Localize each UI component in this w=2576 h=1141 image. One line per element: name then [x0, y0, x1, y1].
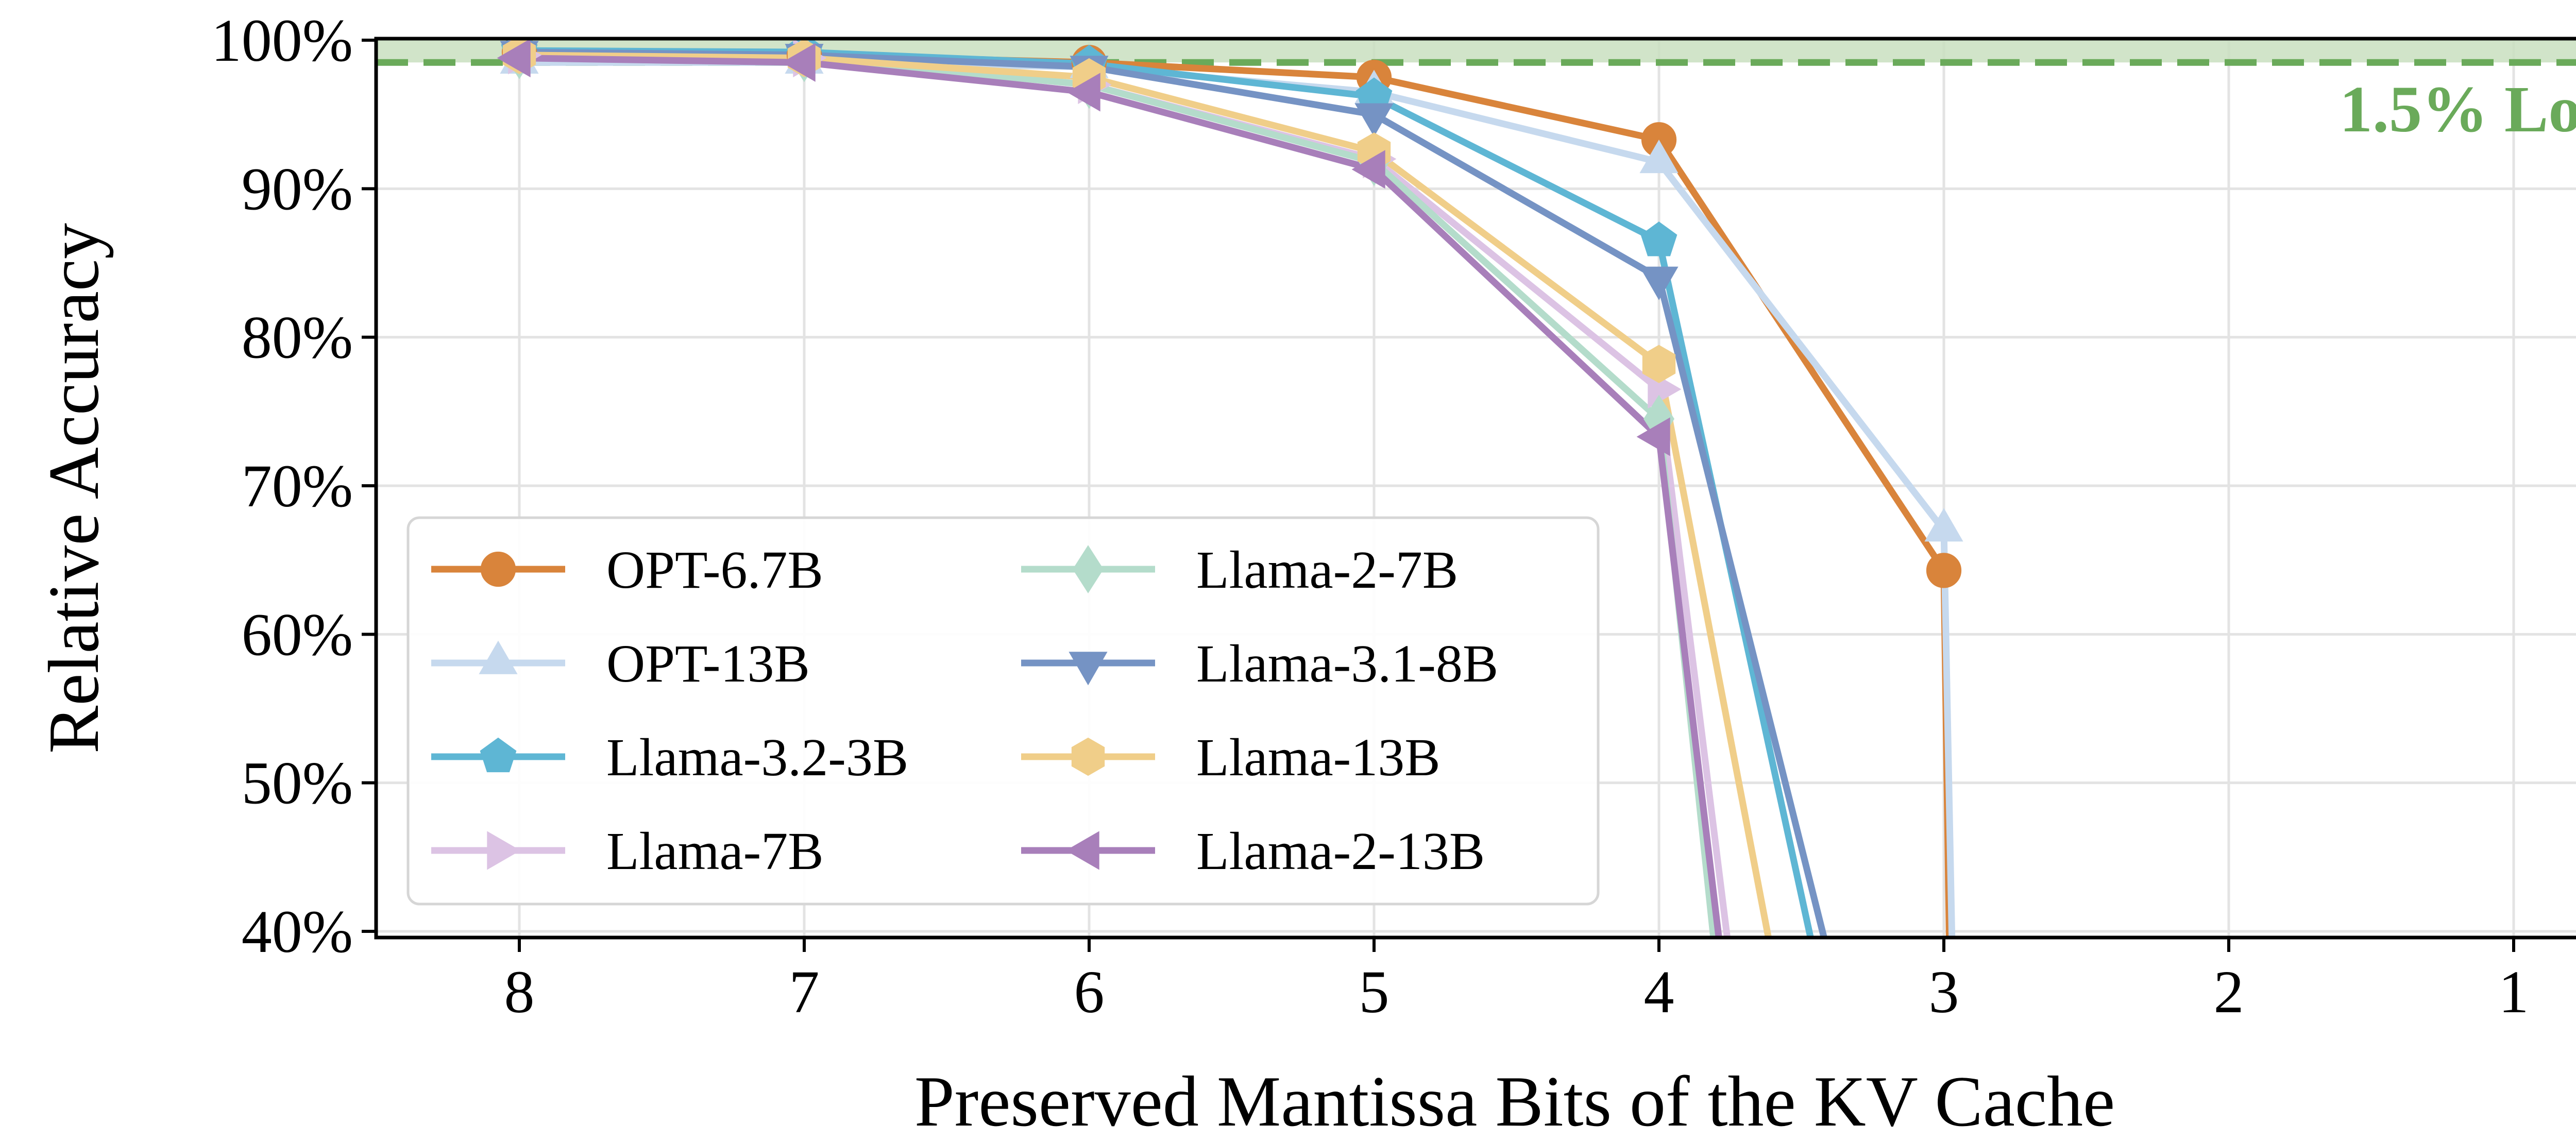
point-llama-13b — [1642, 345, 1676, 383]
y-axis: 40% 50% 60% 70% 80% 90% 100% — [211, 7, 376, 965]
point-llama-2-13b — [782, 43, 816, 82]
legend-marker-llama-3-1-8b — [1069, 652, 1108, 686]
y-tick-label: 40% — [242, 898, 353, 965]
x-axis: 8 7 6 5 4 3 2 1 — [504, 938, 2529, 1026]
point-opt-13b — [1639, 140, 1679, 174]
legend-marker-llama-3-2-3b — [480, 737, 517, 773]
point-llama-3-2-3b — [1640, 222, 1677, 257]
point-opt-13b — [1924, 508, 1963, 542]
x-tick-label: 2 — [2214, 958, 2244, 1026]
legend-box — [406, 516, 1600, 906]
series-markers — [497, 39, 1963, 588]
y-tick-label: 70% — [242, 452, 353, 520]
legend-marker-llama-13b — [1071, 737, 1105, 776]
y-tick-label: 60% — [242, 601, 353, 668]
reference-label: 1.5% Loss — [2340, 73, 2576, 146]
legend-label-llama-7b: Llama-7B — [606, 822, 824, 881]
point-llama-3-1-8b — [1354, 103, 1394, 137]
point-llama-2-13b — [1636, 417, 1670, 456]
legend-label-opt-6-7b: OPT-6.7B — [606, 540, 823, 600]
x-tick-label: 1 — [2499, 958, 2529, 1026]
x-tick-label: 4 — [1644, 958, 1674, 1026]
y-tick-label: 100% — [211, 7, 353, 74]
x-tick-label: 6 — [1074, 958, 1105, 1026]
legend-label-llama-3-2-3b: Llama-3.2-3B — [606, 728, 908, 787]
legend-label-opt-13b: OPT-13B — [606, 634, 810, 693]
legend-label-llama-2-13b: Llama-2-13B — [1196, 822, 1485, 881]
x-axis-label: Preserved Mantissa Bits of the KV Cache — [914, 1062, 2115, 1141]
legend-marker-llama-7b — [487, 831, 521, 870]
x-tick-label: 8 — [504, 958, 535, 1026]
plot-frame — [374, 37, 2576, 940]
series-line-llama-13b — [519, 52, 1772, 938]
legend-marker-opt-13b — [479, 640, 518, 674]
legend-marker-llama-2-13b — [1065, 831, 1099, 870]
y-axis-label: Relative Accuracy — [34, 223, 114, 754]
point-llama-2-13b — [1351, 150, 1385, 189]
y-tick-label: 90% — [242, 155, 353, 223]
y-tick-label: 50% — [242, 750, 353, 817]
legend-label-llama-13b: Llama-13B — [1196, 728, 1440, 787]
point-llama-2-13b — [1066, 73, 1100, 112]
point-llama-2-13b — [497, 39, 531, 78]
legend: OPT-6.7B OPT-13B Llama-3.2-3B Llama-7B Llama… — [406, 516, 1600, 906]
point-opt-6-7b — [1926, 553, 1962, 588]
point-llama-3-1-8b — [1639, 266, 1679, 300]
legend-marker-opt-6-7b — [480, 551, 516, 587]
x-tick-label: 3 — [1929, 958, 1959, 1026]
legend-label-llama-2-7b: Llama-2-7B — [1196, 540, 1458, 600]
legend-label-llama-3-1-8b: Llama-3.1-8B — [1196, 634, 1498, 693]
legend-marker-llama-2-7b — [1073, 545, 1104, 593]
y-tick-label: 80% — [242, 304, 353, 371]
x-tick-label: 5 — [1359, 958, 1389, 1026]
x-tick-label: 7 — [789, 958, 820, 1026]
series-line-llama-2-13b — [519, 55, 1722, 938]
